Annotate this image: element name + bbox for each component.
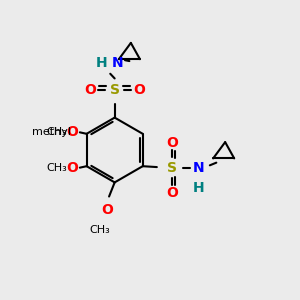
Text: N: N	[112, 56, 123, 70]
Text: O: O	[133, 82, 145, 97]
Text: O: O	[85, 82, 97, 97]
Text: methyl: methyl	[32, 127, 71, 137]
Text: O: O	[101, 203, 113, 218]
Text: O: O	[166, 186, 178, 200]
Text: H: H	[193, 181, 205, 195]
Text: CH₃: CH₃	[46, 127, 67, 137]
Text: O: O	[67, 161, 78, 175]
Text: O: O	[67, 125, 78, 139]
Text: S: S	[167, 161, 177, 175]
Text: O: O	[166, 136, 178, 150]
Text: CH₃: CH₃	[90, 225, 110, 236]
Text: H: H	[96, 56, 107, 70]
Text: CH₃: CH₃	[46, 163, 67, 173]
Text: S: S	[110, 82, 120, 97]
Text: N: N	[193, 161, 205, 175]
